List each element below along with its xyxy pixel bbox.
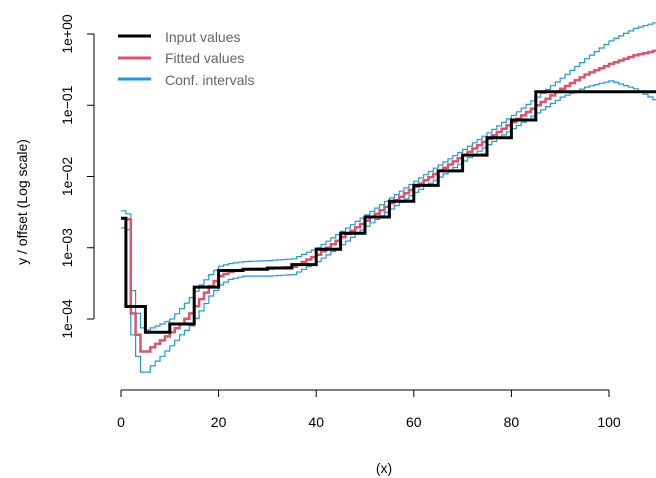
y-axis: 1e−04 1e−03 1e−02 1e−01 1e+00 [59, 14, 95, 339]
legend-label-input: Input values [165, 29, 241, 45]
x-tick-label: 20 [211, 414, 227, 430]
plot-area [121, 22, 656, 373]
x-axis: 0 20 40 60 80 100 [117, 389, 621, 430]
x-tick-label: 80 [504, 414, 520, 430]
y-tick-label: 1e−03 [59, 228, 75, 268]
y-tick-label: 1e−04 [59, 299, 75, 339]
x-tick-label: 60 [406, 414, 422, 430]
legend-label-fitted: Fitted values [165, 50, 244, 66]
y-axis-title: y / offset (Log scale) [14, 139, 30, 265]
y-tick-label: 1e+00 [59, 14, 75, 54]
x-ticks: 0 20 40 60 80 100 [117, 390, 621, 430]
series-conf-upper-line [121, 22, 656, 331]
y-tick-label: 1e−01 [59, 85, 75, 125]
y-tick-label: 1e−02 [59, 157, 75, 197]
x-tick-label: 100 [597, 414, 621, 430]
x-tick-label: 0 [117, 414, 125, 430]
series-conf-lower-line [121, 80, 656, 373]
legend: Input values Fitted values Conf. interva… [118, 29, 254, 88]
series-input-line [121, 90, 656, 334]
x-tick-label: 40 [308, 414, 324, 430]
x-axis-title: (x) [376, 460, 392, 476]
y-ticks: 1e−04 1e−03 1e−02 1e−01 1e+00 [59, 14, 94, 339]
legend-label-conf: Conf. intervals [165, 72, 254, 88]
series-fitted-line [121, 49, 656, 353]
